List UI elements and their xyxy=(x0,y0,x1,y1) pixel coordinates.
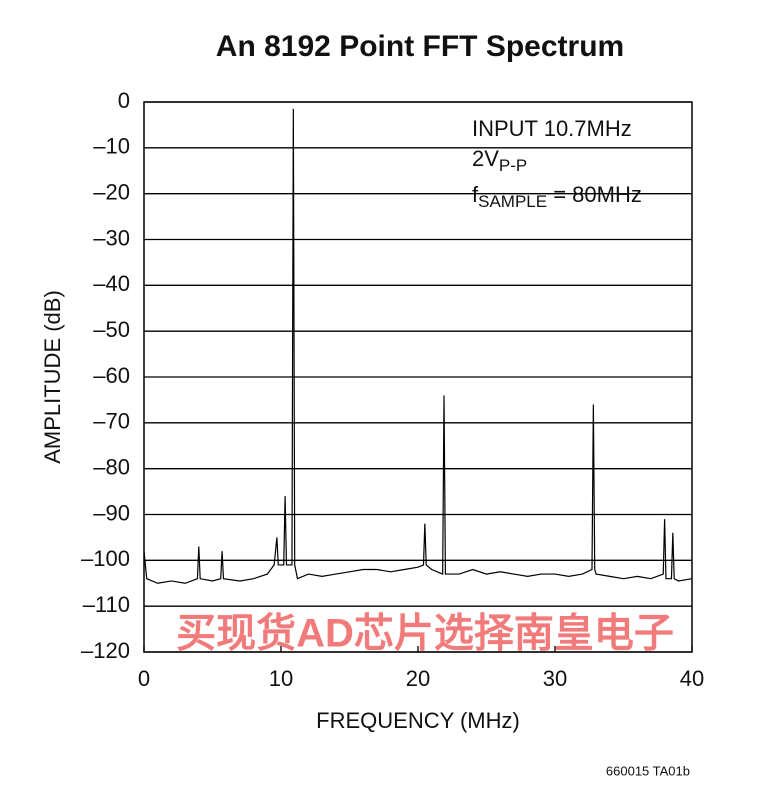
x-tick-label: 10 xyxy=(269,666,293,691)
y-tick-label: –100 xyxy=(81,546,130,571)
plot-frame xyxy=(143,101,693,653)
y-tick-label: –40 xyxy=(93,271,130,296)
y-axis-label: AMPLITUDE (dB) xyxy=(40,290,65,464)
annotation-part: P-P xyxy=(499,156,527,175)
x-tick-label: 40 xyxy=(680,666,704,691)
spectrum-line xyxy=(143,108,693,584)
x-tick-label: 30 xyxy=(543,666,567,691)
y-tick-label: –110 xyxy=(83,592,130,617)
chart-title: An 8192 Point FFT Spectrum xyxy=(216,30,624,63)
y-tick-label: –80 xyxy=(93,454,130,479)
watermark: 买现货AD芯片选择南皇电子 xyxy=(176,612,674,656)
y-tick-label: –10 xyxy=(93,134,130,159)
y-tick-label: –70 xyxy=(93,409,130,434)
x-axis-label: FREQUENCY (MHz) xyxy=(316,708,520,733)
annotation: 2VP-P xyxy=(472,146,527,176)
y-tick-label: –20 xyxy=(93,179,130,204)
annotation-part: = 80MHz xyxy=(547,182,642,207)
footnote: 660015 TA01b xyxy=(606,763,690,778)
y-tick-label: –120 xyxy=(81,638,130,663)
y-tick-label: 0 xyxy=(118,88,130,113)
y-tick-label: –90 xyxy=(93,500,130,525)
y-tick-label: –30 xyxy=(93,225,130,250)
annotation-part: 2V xyxy=(472,146,499,171)
annotation-part: f xyxy=(472,182,479,207)
y-tick-label: –60 xyxy=(93,363,130,388)
x-tick-label: 20 xyxy=(406,666,430,691)
x-tick-label: 0 xyxy=(138,666,150,691)
annotation: INPUT 10.7MHz xyxy=(472,116,632,141)
y-tick-label: –50 xyxy=(93,317,130,342)
annotation-part: SAMPLE xyxy=(478,192,547,211)
annotation: fSAMPLE = 80MHz xyxy=(472,182,642,212)
